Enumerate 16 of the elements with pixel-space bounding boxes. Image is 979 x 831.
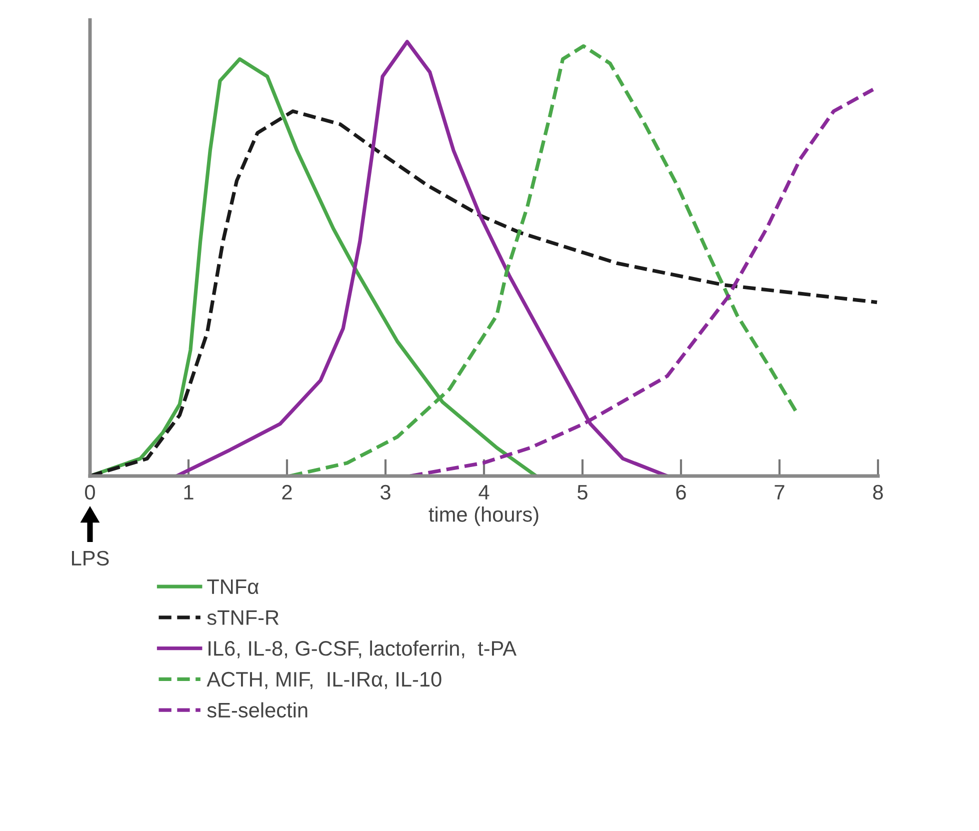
legend-label: IL6, IL-8, G-CSF, lactoferrin, t-PA [208, 640, 517, 658]
x-tick-label: 0 [85, 484, 95, 500]
x-tick-label: 6 [676, 484, 686, 500]
text: LPS [72, 550, 109, 566]
x-tick-label: 2 [282, 484, 292, 500]
legend-label: ACTH, MIF, IL-IRα, IL-10 [206, 672, 442, 690]
x-tick-label: 4 [478, 485, 490, 500]
x-tick-label: 5 [578, 485, 588, 500]
legend-label: sTNF-R [207, 610, 279, 625]
x-axis-title: time (hours) [428, 506, 538, 526]
x-tick-label: 1 [184, 485, 194, 500]
x-tick-label: 3 [380, 484, 390, 500]
x-tick-label: 8 [873, 484, 883, 500]
x-tick-label: 7 [774, 485, 784, 500]
legend-label: TNFα [207, 580, 259, 594]
legend-label: sE-selectin [207, 702, 308, 718]
